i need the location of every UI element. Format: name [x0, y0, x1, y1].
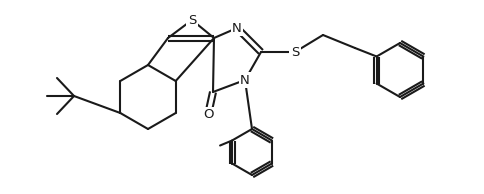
Text: S: S	[291, 46, 299, 59]
Text: S: S	[188, 14, 196, 27]
Text: O: O	[203, 108, 213, 121]
Text: N: N	[232, 22, 242, 35]
Text: N: N	[240, 74, 250, 87]
